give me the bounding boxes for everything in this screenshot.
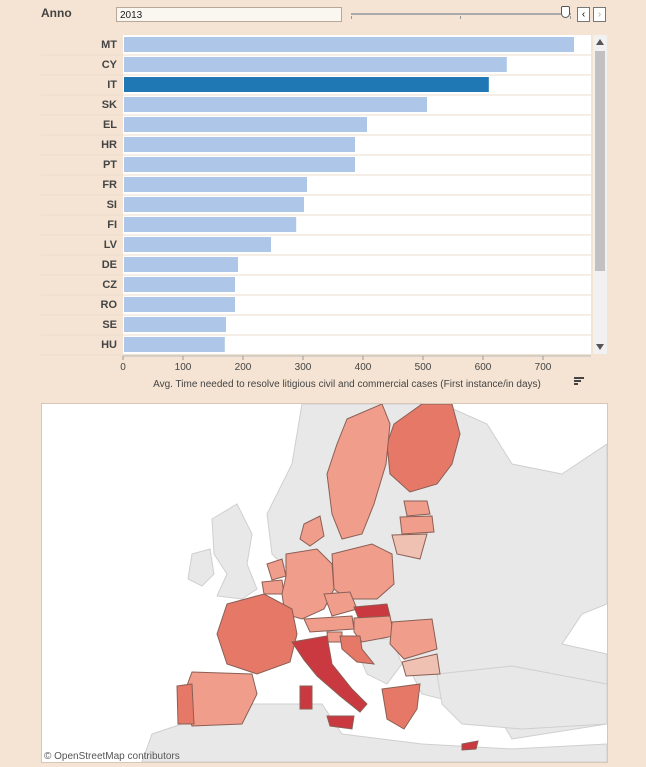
region-poland [331, 543, 395, 600]
land-turkey [436, 665, 607, 730]
year-field[interactable]: 2013 [116, 7, 342, 22]
category-label: DE [102, 259, 117, 271]
bar-ro[interactable] [124, 297, 235, 312]
bar-de[interactable] [124, 257, 238, 272]
region-croatia [339, 635, 376, 665]
region-greece [381, 683, 421, 730]
bar-fi[interactable] [124, 217, 297, 232]
category-label: SI [107, 199, 117, 211]
land-ireland [187, 548, 215, 587]
slider-tick [351, 16, 352, 19]
region-romania [389, 618, 438, 660]
bar-se[interactable] [124, 317, 226, 332]
region-lithuania [391, 533, 428, 560]
category-label: SE [102, 319, 117, 331]
category-label: LV [104, 239, 118, 251]
category-label: SK [102, 99, 117, 111]
region-sardinia [299, 685, 313, 710]
bar-hu[interactable] [124, 337, 225, 352]
region-sweden [326, 404, 391, 540]
land-balkans-nonEU [351, 638, 403, 685]
category-label: CY [102, 59, 118, 71]
chevron-right-icon: › [597, 9, 602, 20]
year-slider-thumb[interactable] [561, 6, 570, 18]
bar-fr[interactable] [124, 177, 307, 192]
x-tick-label: 700 [535, 362, 552, 373]
bar-it[interactable] [124, 77, 489, 92]
region-hungary [353, 615, 395, 643]
chevron-left-icon: ‹ [581, 9, 586, 20]
category-label: HR [101, 139, 117, 151]
bar-sk[interactable] [124, 97, 427, 112]
region-belgium [261, 579, 285, 595]
x-tick-label: 0 [120, 362, 126, 373]
region-germany [281, 548, 335, 620]
map-credit: © OpenStreetMap contributors [44, 751, 180, 762]
region-sicily [326, 715, 355, 730]
europe-map-panel: © OpenStreetMap contributors [41, 403, 608, 763]
bar-chart-panel: MT CY IT SK EL HR PT FR SI FI LV DE CZ RO SE HU 0 100 200 3… [41, 35, 608, 395]
x-tick-label: 100 [175, 362, 192, 373]
region-denmark [299, 515, 325, 547]
region-bulgaria [401, 653, 441, 677]
category-label: MT [101, 39, 117, 51]
next-year-button[interactable]: › [593, 7, 606, 22]
bar-chart: MT CY IT SK EL HR PT FR SI FI LV DE CZ RO SE HU0 100 200 3… [41, 35, 607, 390]
bar-cy[interactable] [124, 57, 507, 72]
bar-lv[interactable] [124, 237, 271, 252]
region-austria [303, 615, 355, 633]
category-label: FI [107, 219, 117, 231]
bar-el[interactable] [124, 117, 367, 132]
region-france [216, 593, 298, 675]
category-label: CZ [102, 279, 117, 291]
x-tick-label: 600 [475, 362, 492, 373]
x-tick-label: 500 [415, 362, 432, 373]
bar-pt[interactable] [124, 157, 355, 172]
x-tick-label: 300 [295, 362, 312, 373]
category-label: PT [103, 159, 117, 171]
region-estonia [403, 500, 431, 517]
category-label: FR [102, 179, 117, 191]
x-tick-label: 200 [235, 362, 252, 373]
region-italy [291, 635, 368, 713]
x-axis-title: Avg. Time needed to resolve litigious ci… [153, 379, 541, 390]
region-cyprus [461, 740, 479, 751]
category-label: IT [107, 79, 117, 91]
scroll-down-icon[interactable] [596, 344, 604, 350]
land-uk [211, 503, 258, 600]
region-finland [386, 404, 461, 493]
x-tick-label: 400 [355, 362, 372, 373]
slider-tick [570, 16, 571, 19]
slider-tick [460, 16, 461, 19]
year-slider-track[interactable] [351, 13, 571, 15]
scroll-up-icon[interactable] [596, 39, 604, 45]
category-label: EL [103, 119, 117, 131]
filter-label: Anno [41, 6, 72, 20]
sort-icon[interactable] [574, 376, 584, 386]
choropleth-map[interactable]: © OpenStreetMap contributors [42, 404, 607, 762]
bar-mt[interactable] [124, 37, 574, 52]
region-latvia [399, 515, 435, 535]
bar-si[interactable] [124, 197, 304, 212]
prev-year-button[interactable]: ‹ [577, 7, 590, 22]
region-portugal [176, 683, 195, 725]
category-label: RO [101, 299, 118, 311]
category-label: HU [101, 339, 117, 351]
bar-cz[interactable] [124, 277, 235, 292]
bar-hr[interactable] [124, 137, 355, 152]
scrollbar-thumb[interactable] [595, 51, 605, 271]
